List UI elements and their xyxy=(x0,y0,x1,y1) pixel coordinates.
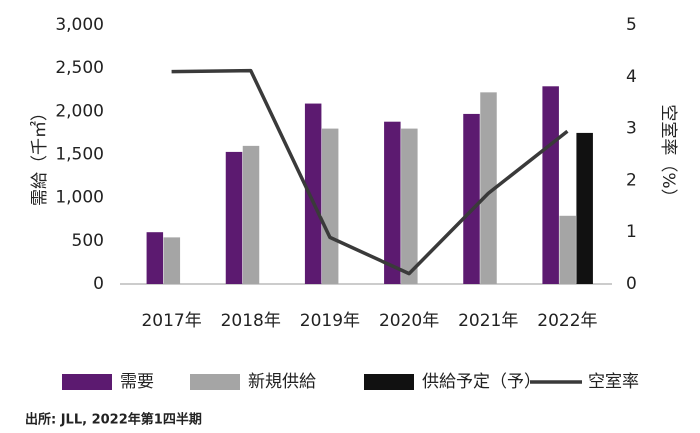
x-tick-label: 2022年 xyxy=(537,311,597,331)
legend-swatch xyxy=(62,374,112,390)
legend-label: 供給予定（予） xyxy=(422,372,541,392)
y-tick-label: 2,000 xyxy=(55,101,104,121)
legend-label: 空室率 xyxy=(588,372,639,392)
x-tick-label: 2017年 xyxy=(141,311,201,331)
source-note: 出所: JLL, 2022年第1四半期 xyxy=(25,412,202,428)
x-tick-label: 2018年 xyxy=(221,311,281,331)
x-tick-label: 2019年 xyxy=(300,311,360,331)
y2-tick-label: 4 xyxy=(626,67,637,87)
y-tick-label: 0 xyxy=(93,274,104,294)
bar xyxy=(242,145,260,284)
y2-tick-label: 3 xyxy=(626,119,637,139)
legend-label: 新規供給 xyxy=(248,372,316,392)
bar xyxy=(304,103,322,285)
bar xyxy=(384,121,401,285)
bar xyxy=(401,128,418,284)
bar xyxy=(321,128,339,284)
y2-tick-label: 1 xyxy=(626,222,637,242)
legend-swatch xyxy=(364,374,414,390)
y2-axis-title: 空室率（%） xyxy=(658,104,678,205)
x-tick-label: 2020年 xyxy=(379,311,439,331)
bar xyxy=(480,92,497,284)
y-tick-label: 1,000 xyxy=(55,188,104,208)
line-series xyxy=(171,68,569,276)
y-tick-label: 3,000 xyxy=(55,15,104,35)
y-tick-label: 500 xyxy=(72,231,104,251)
y-tick-label: 1,500 xyxy=(55,145,104,165)
legend-label: 需要 xyxy=(120,372,154,392)
bar xyxy=(576,132,593,284)
y-tick-label: 2,500 xyxy=(55,58,104,78)
y2-tick-label: 0 xyxy=(626,274,637,294)
y-axis-title: 需給（千㎡） xyxy=(30,104,50,206)
bar xyxy=(559,215,576,284)
legend-swatch xyxy=(190,374,240,390)
y2-tick-label: 2 xyxy=(626,170,637,190)
bar xyxy=(163,237,181,284)
bar xyxy=(542,86,559,285)
y2-tick-label: 5 xyxy=(626,15,637,35)
bar xyxy=(146,232,164,284)
x-tick-label: 2021年 xyxy=(458,311,518,331)
bar xyxy=(225,151,243,284)
bar xyxy=(463,113,480,284)
